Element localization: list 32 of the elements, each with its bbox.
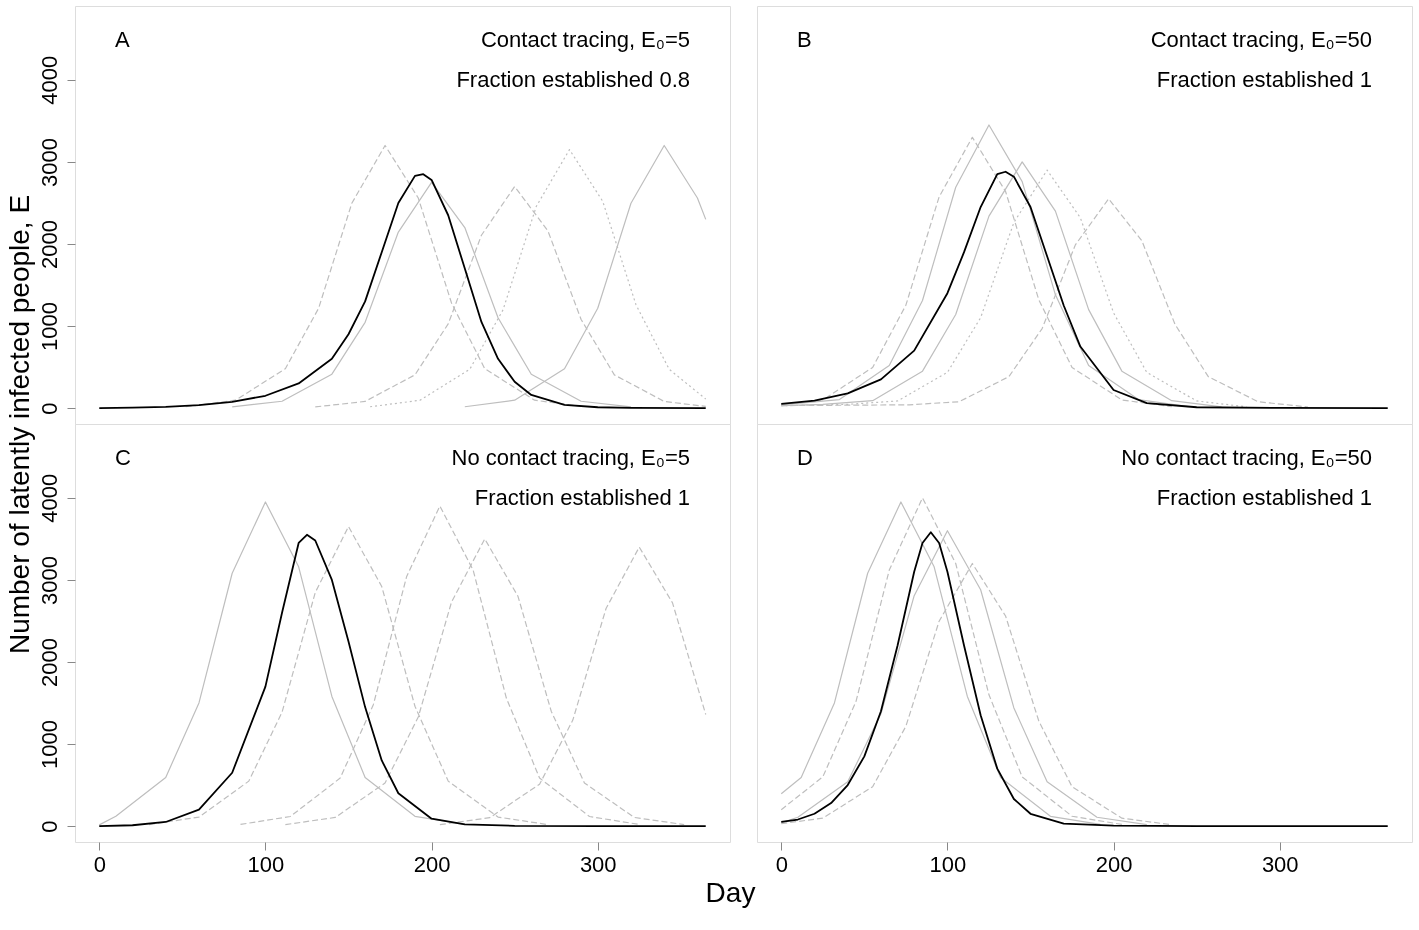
- x-tick-label: 300: [1261, 851, 1299, 877]
- x-tick-label: 0: [93, 851, 106, 877]
- annotation: No contact tracing, E₀=5: [451, 445, 690, 470]
- annotation: Fraction established 1: [1156, 67, 1372, 92]
- annotation: No contact tracing, E₀=50: [1121, 445, 1372, 470]
- x-tick-label: 100: [929, 851, 967, 877]
- annotation: Contact tracing, E₀=5: [480, 27, 690, 52]
- x-axis-title: Day: [705, 876, 756, 908]
- annotation: Contact tracing, E₀=50: [1150, 27, 1372, 52]
- x-tick-label: 0: [775, 851, 788, 877]
- y-tick-label: 2000: [36, 219, 62, 269]
- y-tick-label: 2000: [36, 637, 62, 687]
- y-tick-label: 3000: [36, 555, 62, 605]
- annotation: C: [115, 445, 131, 470]
- x-tick-label: 200: [1095, 851, 1133, 877]
- y-tick-label: 1000: [36, 720, 62, 769]
- y-tick-label: 3000: [36, 137, 62, 187]
- y-tick-label: 4000: [36, 473, 62, 523]
- x-tick-label: 300: [579, 851, 617, 877]
- annotation: Fraction established 0.8: [456, 67, 690, 92]
- annotation: Fraction established 1: [474, 485, 690, 510]
- y-tick-label: 4000: [36, 55, 62, 105]
- annotation: B: [797, 27, 812, 52]
- y-axis-title: Number of latently infected people, E: [3, 194, 35, 655]
- x-tick-label: 200: [413, 851, 451, 877]
- x-tick-label: 100: [247, 851, 285, 877]
- annotation: D: [797, 445, 813, 470]
- annotation: A: [115, 27, 130, 52]
- y-tick-label: 0: [36, 402, 62, 415]
- annotation: Fraction established 1: [1156, 485, 1372, 510]
- y-tick-label: 1000: [36, 302, 62, 351]
- y-tick-label: 0: [36, 820, 62, 833]
